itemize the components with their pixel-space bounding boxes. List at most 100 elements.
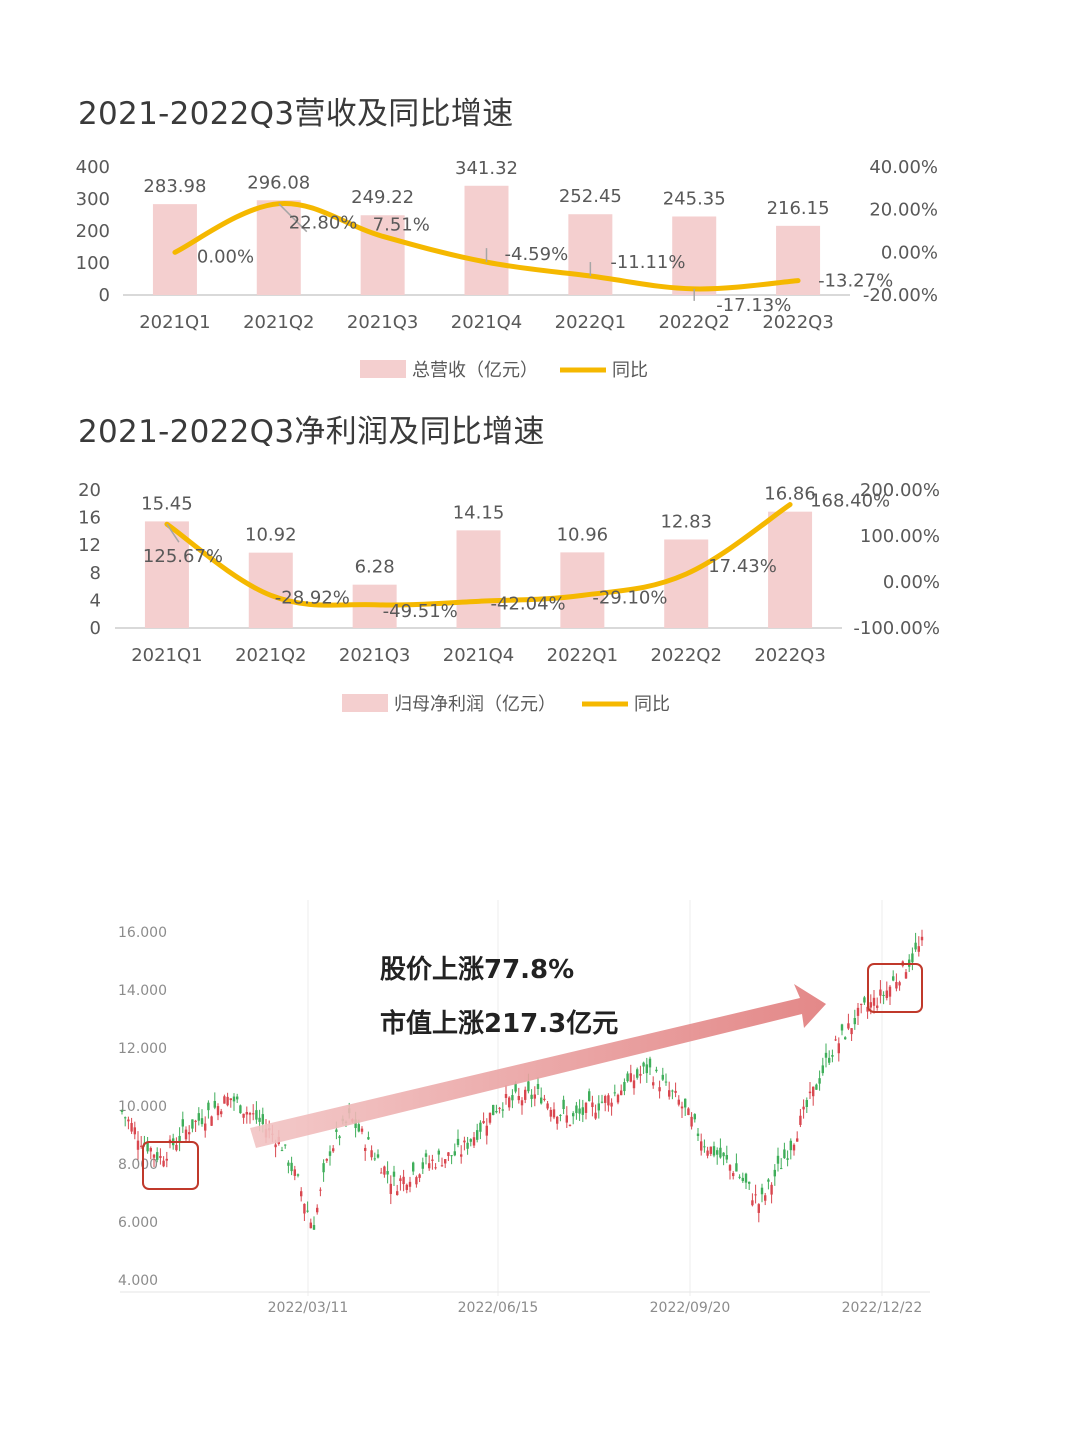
y-left-tick: 300	[76, 189, 110, 210]
x-tick-label: 2021Q1	[139, 312, 210, 333]
candle-body	[191, 1119, 194, 1129]
candle-body	[837, 1043, 840, 1054]
candle-body	[367, 1137, 370, 1140]
candle-body	[610, 1102, 613, 1107]
bar-value-label: 216.15	[767, 198, 830, 219]
candle-body	[802, 1106, 805, 1110]
x-tick-label: 2021Q4	[443, 645, 514, 666]
candle-body	[629, 1073, 632, 1082]
candle-body	[636, 1069, 639, 1078]
candle-body	[728, 1165, 732, 1171]
candle-body	[815, 1084, 818, 1090]
y-left-tick: 16	[78, 508, 101, 529]
candle-body	[332, 1148, 335, 1152]
candle-body	[296, 1174, 300, 1176]
yoy-value-label: -4.59%	[505, 244, 569, 265]
candle-body	[764, 1195, 767, 1201]
candle-body	[808, 1091, 812, 1094]
bar	[768, 511, 813, 628]
candle-body	[869, 1002, 872, 1008]
candle-body	[546, 1103, 549, 1109]
candle-body	[338, 1136, 341, 1139]
yoy-value-label: 168.40%	[810, 491, 890, 512]
candle-body	[306, 1210, 309, 1212]
candle-body	[911, 953, 914, 963]
candle-body	[392, 1171, 396, 1177]
candle-body	[440, 1165, 444, 1167]
y-left-tick: 0	[99, 285, 110, 306]
candle-body	[796, 1138, 799, 1142]
candle-body	[853, 1017, 856, 1025]
label-leader-line	[278, 203, 308, 233]
yoy-value-label: -28.92%	[275, 587, 350, 608]
candle-body	[620, 1090, 623, 1096]
candle-body	[533, 1094, 536, 1099]
candle-body	[287, 1162, 290, 1166]
y-right-tick: 40.00%	[869, 157, 938, 178]
candle-body	[812, 1086, 815, 1097]
legend-bar-swatch	[360, 360, 406, 378]
candle-body	[485, 1125, 488, 1136]
candle-body	[722, 1152, 725, 1157]
candle-body	[239, 1105, 242, 1114]
candle-body	[540, 1097, 543, 1104]
candle-body	[290, 1162, 293, 1172]
candle-body	[482, 1120, 485, 1124]
y-right-tick: 0.00%	[881, 242, 938, 263]
candle-body	[223, 1096, 226, 1104]
candle-body	[885, 990, 888, 998]
candle-body	[316, 1207, 319, 1213]
candle-body	[120, 1110, 124, 1112]
candle-body	[236, 1096, 239, 1100]
candle-body	[178, 1135, 181, 1142]
candle-body	[495, 1110, 498, 1113]
legend-line-label: 同比	[634, 694, 670, 715]
candle-body	[261, 1114, 264, 1125]
candle-body	[527, 1081, 530, 1092]
y-tick-label: 4.000	[118, 1273, 158, 1289]
y-tick-label: 14.000	[118, 983, 167, 999]
candle-body	[920, 936, 924, 941]
candle-body	[866, 1006, 869, 1012]
bar-value-label: 16.86	[764, 484, 816, 505]
candle-body	[245, 1111, 248, 1115]
label-leader-line	[166, 523, 180, 543]
candle-body	[760, 1187, 764, 1195]
candle-body	[757, 1204, 760, 1213]
candle-body	[456, 1138, 460, 1145]
candle-body	[748, 1181, 751, 1184]
y-left-tick: 400	[76, 157, 110, 178]
end-highlight-box	[867, 963, 923, 1013]
candle-body	[767, 1179, 770, 1182]
yoy-value-label: -42.04%	[491, 593, 566, 614]
candle-body	[565, 1115, 568, 1123]
candle-body	[354, 1119, 357, 1129]
candle-body	[453, 1151, 456, 1156]
candle-body	[280, 1150, 284, 1152]
candle-body	[357, 1124, 360, 1132]
candle-body	[133, 1127, 136, 1135]
candle-body	[524, 1089, 527, 1100]
candle-body	[220, 1111, 223, 1115]
candle-body	[146, 1141, 149, 1152]
candle-body	[447, 1152, 450, 1156]
candle-body	[684, 1098, 687, 1108]
bar-value-label: 14.15	[453, 502, 505, 523]
candle-body	[188, 1132, 191, 1135]
annotation-marketcap-rise: 市值上涨217.3亿元	[380, 1008, 618, 1039]
y-right-tick: 0.00%	[883, 572, 940, 593]
candle-body	[408, 1181, 412, 1187]
bar-value-label: 10.96	[557, 524, 609, 545]
candle-body	[626, 1073, 629, 1082]
annotation-price-rise: 股价上涨77.8%	[380, 955, 574, 985]
candle-body	[693, 1114, 696, 1120]
candle-body	[492, 1104, 495, 1116]
candle-body	[380, 1172, 383, 1174]
candle-body	[732, 1173, 735, 1177]
y-left-tick: 200	[76, 221, 110, 242]
y-left-tick: 4	[90, 590, 101, 611]
candle-body	[428, 1163, 431, 1169]
candle-body	[136, 1140, 140, 1150]
bar-value-label: 249.22	[351, 187, 414, 208]
candle-body	[194, 1120, 197, 1122]
